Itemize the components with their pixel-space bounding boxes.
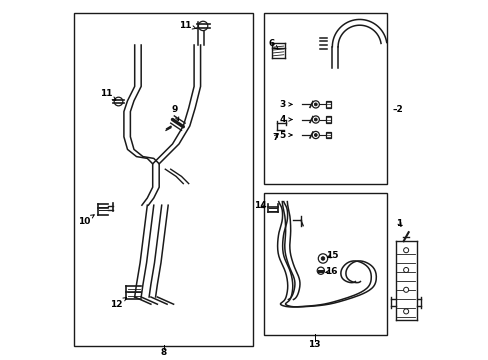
Text: 9: 9	[171, 105, 179, 121]
Bar	[264, 13, 386, 184]
Text: 6: 6	[268, 39, 277, 49]
Text: 4: 4	[279, 115, 291, 124]
Bar	[264, 193, 386, 335]
Text: 11: 11	[100, 89, 116, 100]
Bar	[73, 13, 253, 346]
Text: 12: 12	[110, 298, 126, 309]
Text: 11: 11	[179, 21, 196, 30]
Circle shape	[403, 267, 408, 273]
Text: 10: 10	[78, 215, 94, 226]
Bar	[325, 116, 330, 123]
Text: 5: 5	[279, 131, 291, 140]
Circle shape	[314, 134, 317, 136]
Circle shape	[403, 287, 408, 292]
Text: 13: 13	[308, 341, 320, 349]
Circle shape	[311, 131, 319, 139]
Circle shape	[311, 101, 319, 108]
Text: –2: –2	[391, 105, 402, 114]
Circle shape	[314, 103, 317, 106]
Bar	[325, 132, 330, 138]
Circle shape	[403, 248, 408, 253]
Text: 14: 14	[253, 201, 266, 210]
Circle shape	[198, 21, 207, 31]
Text: 7: 7	[271, 133, 278, 142]
Circle shape	[403, 309, 408, 314]
Text: 16: 16	[324, 267, 336, 276]
Circle shape	[321, 257, 324, 260]
Text: 1: 1	[395, 219, 402, 228]
Text: 3: 3	[279, 100, 291, 109]
Circle shape	[317, 267, 324, 274]
Circle shape	[314, 118, 317, 121]
Circle shape	[311, 116, 319, 123]
Bar	[325, 101, 330, 108]
Text: 15: 15	[326, 251, 338, 260]
Text: 8: 8	[160, 348, 166, 357]
Circle shape	[114, 97, 122, 106]
Circle shape	[318, 254, 327, 263]
